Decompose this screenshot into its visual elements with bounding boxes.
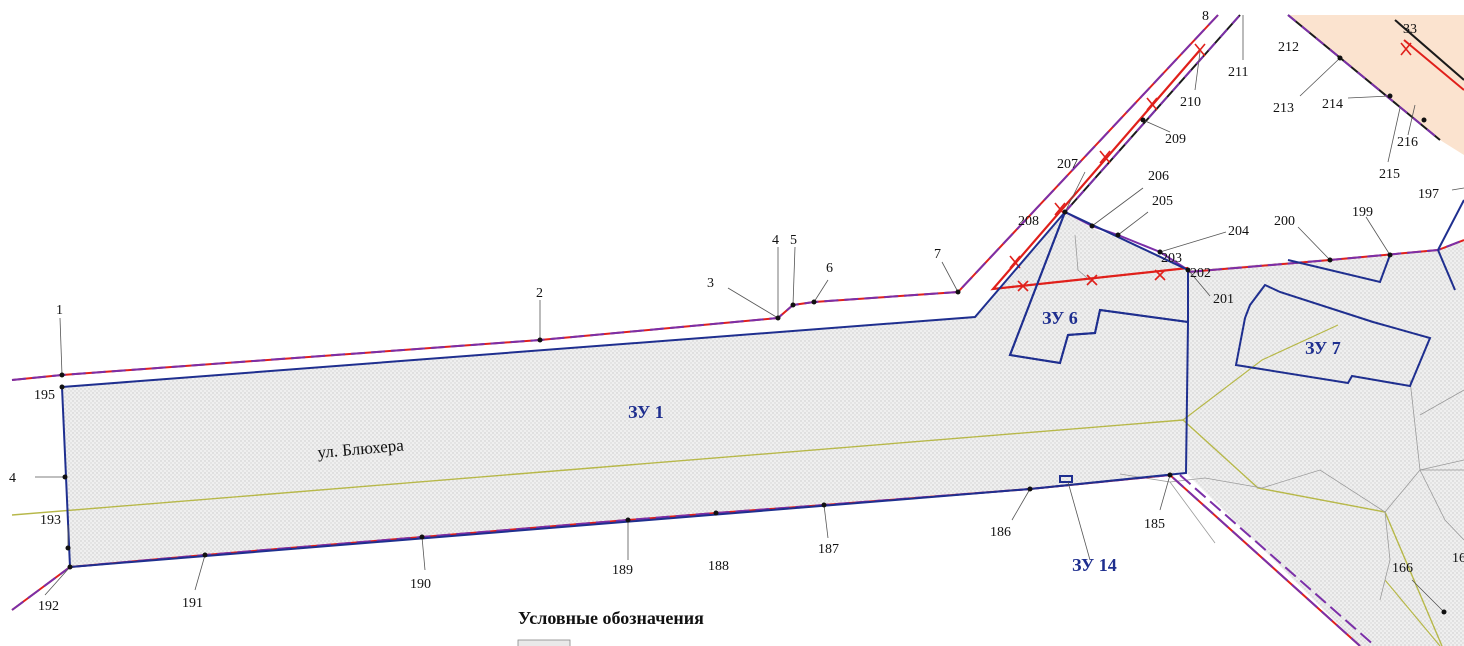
legend-swatch xyxy=(517,639,571,646)
point-label: 214 xyxy=(1322,97,1343,112)
road-axis-line xyxy=(11,419,1443,646)
point-label: 216 xyxy=(1397,135,1418,150)
point-labels: 1 2 3 4 5 6 7 8 33 166 16 185 186 187 18… xyxy=(9,9,1464,614)
point-label: 187 xyxy=(818,542,839,557)
point-label: 203 xyxy=(1161,251,1182,266)
point-label: 33 xyxy=(1403,22,1417,37)
point-label: 7 xyxy=(934,247,941,262)
point-label: 201 xyxy=(1213,292,1234,307)
point-label: 166 xyxy=(1392,561,1413,576)
point-label: 207 xyxy=(1057,157,1078,172)
point-label: 205 xyxy=(1152,194,1173,209)
point-label: 213 xyxy=(1273,101,1294,116)
point-label: 188 xyxy=(708,559,729,574)
point-label: 200 xyxy=(1274,214,1295,229)
point-label: 189 xyxy=(612,563,633,578)
point-label: 1 xyxy=(56,303,63,318)
point-label: 186 xyxy=(990,525,1011,540)
zu7-label: ЗУ 7 xyxy=(1305,338,1341,358)
leader-lines xyxy=(35,15,1464,613)
point-label-partial: 4 xyxy=(9,471,16,486)
point-label: 199 xyxy=(1352,205,1373,220)
legend-title: Условные обозначения xyxy=(518,608,704,628)
point-label: 202 xyxy=(1190,266,1211,281)
point-label: 197 xyxy=(1418,187,1439,202)
point-label: 206 xyxy=(1148,169,1169,184)
point-label: 191 xyxy=(182,596,203,611)
point-label: 185 xyxy=(1144,517,1165,532)
point-label: 16 xyxy=(1452,551,1464,566)
point-label: 211 xyxy=(1228,65,1248,80)
point-label: 204 xyxy=(1228,224,1249,239)
point-label: 192 xyxy=(38,599,59,614)
point-label: 195 xyxy=(34,388,55,403)
point-label: 212 xyxy=(1278,40,1299,55)
point-label: 193 xyxy=(40,513,61,528)
point-label: 209 xyxy=(1165,132,1186,147)
point-label: 8 xyxy=(1202,9,1209,24)
zu1-area xyxy=(62,212,1464,646)
point-label: 6 xyxy=(826,261,833,276)
point-label: 210 xyxy=(1180,95,1201,110)
zu7-boundary xyxy=(1234,283,1432,388)
zu6-label: ЗУ 6 xyxy=(1042,308,1078,328)
point-label: 5 xyxy=(790,233,797,248)
road-axis-line-south xyxy=(1384,579,1441,646)
boundary-points xyxy=(59,55,1447,615)
zu1-label: ЗУ 1 xyxy=(628,402,664,422)
road-axis-line-branch xyxy=(1182,324,1339,421)
point-label: 3 xyxy=(707,276,714,291)
point-label: 2 xyxy=(536,286,543,301)
point-label: 4 xyxy=(772,233,779,248)
point-label: 190 xyxy=(410,577,431,592)
point-label: 215 xyxy=(1379,167,1400,182)
red-cross-markers xyxy=(1009,42,1412,292)
point-label: 208 xyxy=(1018,214,1039,229)
zu6-boundary xyxy=(1008,210,1189,365)
zu14-label: ЗУ 14 xyxy=(1072,555,1117,575)
zu14-boundary xyxy=(1059,475,1073,483)
